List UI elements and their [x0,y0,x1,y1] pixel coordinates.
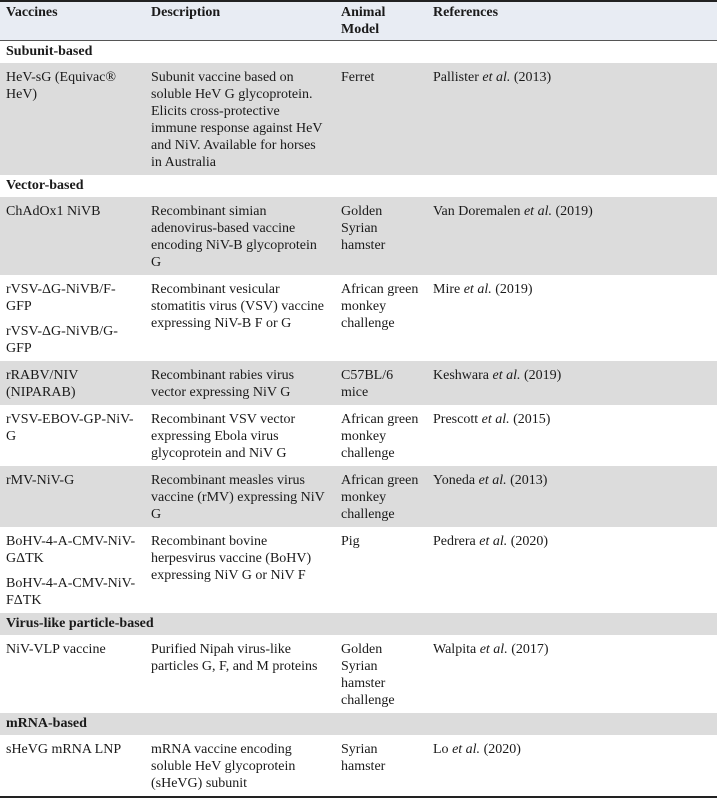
ref-year: (2020) [510,534,549,549]
reference-cell: Prescott et al. (2015) [427,405,717,466]
ref-etal: et al. [492,368,521,383]
vaccines-cell: sHeVG mRNA LNP [0,735,145,797]
section-row: mRNA-based [0,713,717,735]
header-animal-model: Animal Model [341,5,386,37]
ref-etal: et al. [479,642,508,657]
ref-year: (2019) [523,368,562,383]
reference-cell: Van Doremalen et al. (2019) [427,197,717,275]
ref-etal: et al. [481,412,510,427]
vaccine-name: rMV-NiV-G [6,473,75,488]
animal-model-cell: African green monkey challenge [341,412,419,461]
animal-model-cell: Pig [341,534,360,549]
vaccines-cell: BoHV-4-A-CMV-NiV-GΔTK BoHV-4-A-CMV-NiV-FΔ… [0,527,145,613]
ref-year: (2013) [513,70,552,85]
reference-cell: Mire et al. (2019) [427,275,717,361]
section-row: Subunit-based [0,41,717,64]
vaccines-cell: rRABV/NIV (NIPARAB) [0,361,145,405]
vaccines-cell: rMV-NiV-G [0,466,145,527]
ref-year: (2017) [511,642,549,657]
description-cell: Purified Nipah virus-like particles G, F… [151,642,318,674]
header-vaccines: Vaccines [6,5,58,20]
reference-cell: Pedrera et al. (2020) [427,527,717,613]
section-label: Vector-based [6,178,84,193]
animal-model-cell: Ferret [341,70,375,85]
ref-author: Walpita [433,642,477,657]
ref-year: (2019) [555,204,593,219]
ref-year: (2019) [495,282,533,297]
animal-model-cell: Syrian hamster [341,742,386,774]
table-row: BoHV-4-A-CMV-NiV-GΔTK BoHV-4-A-CMV-NiV-FΔ… [0,527,717,613]
ref-year: (2013) [510,473,548,488]
header-description: Description [151,5,221,20]
header-row: Vaccines Description Animal Model Refere… [0,1,717,41]
vaccine-name: BoHV-4-A-CMV-NiV-FΔTK [6,576,136,608]
table-row: sHeVG mRNA LNP mRNA vaccine encoding solu… [0,735,717,797]
ref-etal: et al. [463,282,492,297]
vaccine-name: HeV-sG (Equivac® HeV) [6,70,117,102]
reference-cell: Walpita et al. (2017) [427,635,717,713]
section-row: Virus-like particle-based [0,613,717,635]
description-cell: mRNA vaccine encoding soluble HeV glycop… [151,742,296,791]
vaccines-cell: rVSV-EBOV-GP-NiV-G [0,405,145,466]
ref-author: Pallister [433,70,479,85]
ref-year: (2015) [513,412,551,427]
animal-model-cell: C57BL/6 mice [341,368,394,400]
table-row: rRABV/NIV (NIPARAB) Recombinant rabies vi… [0,361,717,405]
reference-cell: Lo et al. (2020) [427,735,717,797]
section-label: Virus-like particle-based [6,616,154,631]
ref-etal: et al. [523,204,552,219]
vaccines-cell: ChAdOx1 NiVB [0,197,145,275]
animal-model-cell: African green monkey challenge [341,282,419,331]
description-cell: Recombinant vesicular stomatitis virus (… [151,282,325,331]
description-cell: Recombinant bovine herpesvirus vaccine (… [151,534,312,583]
ref-etal: et al. [478,473,507,488]
table-row: NiV-VLP vaccine Purified Nipah virus-like… [0,635,717,713]
description-cell: Recombinant simian adenovirus-based vacc… [151,204,317,270]
ref-author: Yoneda [433,473,476,488]
ref-author: Lo [433,742,449,757]
ref-author: Van Doremalen [433,204,521,219]
ref-year: (2020) [483,742,521,757]
ref-etal: et al. [482,70,511,85]
reference-cell: Yoneda et al. (2013) [427,466,717,527]
ref-author: Pedrera [433,534,476,549]
section-row: Vector-based [0,175,717,197]
vaccines-cell: rVSV-ΔG-NiVB/F-GFP rVSV-ΔG-NiVB/G-GFP [0,275,145,361]
vaccine-name: rVSV-ΔG-NiVB/G-GFP [6,324,118,356]
section-label: mRNA-based [6,716,87,731]
ref-etal: et al. [479,534,508,549]
ref-author: Prescott [433,412,479,427]
vaccine-name: rVSV-EBOV-GP-NiV-G [6,412,134,444]
ref-author: Keshwara [433,368,489,383]
vaccines-cell: HeV-sG (Equivac® HeV) [0,63,145,175]
section-label: Subunit-based [6,44,93,59]
vaccine-name: rVSV-ΔG-NiVB/F-GFP [6,282,116,314]
vaccines-cell: NiV-VLP vaccine [0,635,145,713]
animal-model-cell: Golden Syrian hamster [341,204,386,253]
table-row: rVSV-ΔG-NiVB/F-GFP rVSV-ΔG-NiVB/G-GFP Reco… [0,275,717,361]
header-references: References [433,5,499,20]
vaccine-name: rRABV/NIV (NIPARAB) [6,368,79,400]
vaccine-name: NiV-VLP vaccine [6,642,106,657]
reference-cell: Keshwara et al. (2019) [427,361,717,405]
description-cell: Subunit vaccine based on soluble HeV G g… [151,70,323,170]
table-row: rVSV-EBOV-GP-NiV-G Recombinant VSV vector… [0,405,717,466]
description-cell: Recombinant VSV vector expressing Ebola … [151,412,296,461]
ref-author: Mire [433,282,461,297]
reference-cell: Pallister et al. (2013) [427,63,717,175]
vaccine-name: sHeVG mRNA LNP [6,742,122,757]
vaccine-name: BoHV-4-A-CMV-NiV-GΔTK [6,534,136,566]
vaccine-name: ChAdOx1 NiVB [6,204,101,219]
table-row: HeV-sG (Equivac® HeV) Subunit vaccine bas… [0,63,717,175]
table-row: ChAdOx1 NiVB Recombinant simian adenoviru… [0,197,717,275]
ref-etal: et al. [452,742,481,757]
description-cell: Recombinant rabies virus vector expressi… [151,368,295,400]
animal-model-cell: Golden Syrian hamster challenge [341,642,395,708]
